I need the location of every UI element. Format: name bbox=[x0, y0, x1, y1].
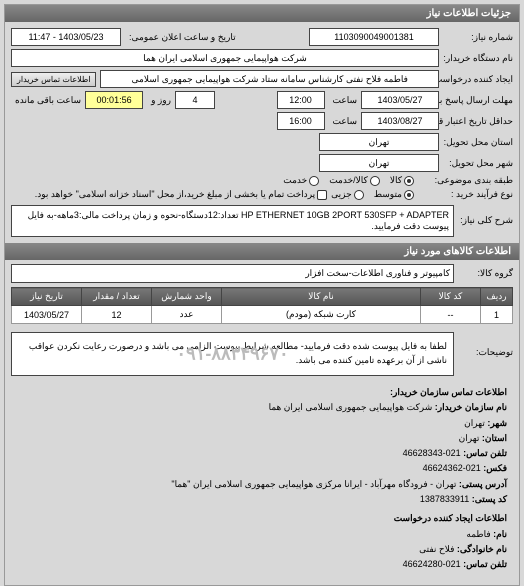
contact-postal-addr: تهران - فرودگاه مهرآباد - ایرانا مرکزی ه… bbox=[171, 479, 456, 489]
radio-motavassat[interactable]: متوسط bbox=[374, 189, 414, 200]
contact-city: تهران bbox=[464, 418, 485, 428]
th-qty: تعداد / مقدار bbox=[82, 288, 152, 306]
notes-box: لطفا به فایل پیوست شده دقت فرمایید- مطال… bbox=[11, 332, 454, 376]
buyer-org-value: شرکت هواپیمایی جمهوری اسلامی ایران هما bbox=[11, 49, 439, 67]
panel-title: جزئیات اطلاعات نیاز bbox=[5, 5, 519, 22]
group-label: گروه کالا: bbox=[458, 268, 513, 279]
creator-family-label: نام خانوادگی: bbox=[457, 544, 507, 554]
contact-org: شرکت هواپیمایی جمهوری اسلامی ایران هما bbox=[269, 402, 433, 412]
process-note: پرداخت تمام یا بخشی از مبلغ خرید،از محل … bbox=[35, 189, 315, 200]
table-row[interactable]: 1 -- کارت شبکه (مودم) عدد 12 1403/05/27 bbox=[12, 306, 513, 324]
th-code: کد کالا bbox=[421, 288, 481, 306]
days-value: 4 bbox=[175, 91, 215, 109]
announce-label: تاریخ و ساعت اعلان عمومی: bbox=[125, 32, 305, 43]
contact-info-button[interactable]: اطلاعات تماس خریدار bbox=[11, 72, 96, 87]
radio-khadamat-label: خدمت bbox=[283, 175, 307, 186]
td-row: 1 bbox=[481, 306, 513, 324]
contact-fax-label: فکس: bbox=[483, 463, 507, 473]
form-area: شماره نیاز: 1103090049001381 تاریخ و ساع… bbox=[5, 22, 519, 585]
checkbox-treasury[interactable]: پرداخت تمام یا بخشی از مبلغ خرید،از محل … bbox=[35, 189, 327, 200]
goods-section-header: اطلاعات کالاهای مورد نیاز bbox=[5, 243, 519, 260]
td-unit: عدد bbox=[152, 306, 222, 324]
th-row: ردیف bbox=[481, 288, 513, 306]
remain-label: ساعت باقی مانده bbox=[11, 95, 81, 106]
contact-phone-label: تلفن تماس: bbox=[463, 448, 507, 458]
buyer-org-label: نام دستگاه خریدار: bbox=[443, 53, 513, 64]
creator-phone-label: تلفن تماس: bbox=[463, 559, 507, 569]
notes-text: لطفا به فایل پیوست شده دقت فرمایید- مطال… bbox=[29, 341, 447, 365]
need-no-label: شماره نیاز: bbox=[443, 32, 513, 43]
delivery-city-label: شهر محل تحویل: bbox=[443, 158, 513, 169]
price-validity-label: حداقل تاریخ اعتبار قیمت: تا تاریخ: bbox=[443, 116, 513, 127]
requester-label: ایجاد کننده درخواست: bbox=[443, 74, 513, 85]
creator-name-label: نام: bbox=[493, 529, 507, 539]
send-time-label: ساعت bbox=[329, 95, 358, 106]
td-code: -- bbox=[421, 306, 481, 324]
announce-value: 1403/05/23 - 11:47 bbox=[11, 28, 121, 46]
process-type-group: متوسط جزیی bbox=[331, 189, 414, 200]
requester-value: فاطمه فلاح نفتی کارشناس سامانه ستاد شرکت… bbox=[100, 70, 439, 88]
radio-jozee-label: جزیی bbox=[331, 189, 352, 200]
contact-block: اطلاعات تماس سازمان خریدار: نام سازمان خ… bbox=[11, 379, 513, 579]
contact-org-label: نام سازمان خریدار: bbox=[435, 402, 507, 412]
creator-phone: 021-46624280 bbox=[403, 559, 461, 569]
main-panel: جزئیات اطلاعات نیاز شماره نیاز: 11030900… bbox=[4, 4, 520, 586]
price-date-value: 1403/08/27 bbox=[361, 112, 439, 130]
delivery-state-label: استان محل تحویل: bbox=[443, 137, 513, 148]
th-unit: واحد شمارش bbox=[152, 288, 222, 306]
radio-jozee[interactable]: جزیی bbox=[331, 189, 364, 200]
process-type-label: نوع فرآیند خرید : bbox=[418, 189, 513, 200]
th-name: نام کالا bbox=[222, 288, 421, 306]
td-qty: 12 bbox=[82, 306, 152, 324]
radio-kala-label: کالا bbox=[390, 175, 402, 186]
send-date-value: 1403/05/27 bbox=[361, 91, 439, 109]
contact-header: اطلاعات تماس سازمان خریدار: bbox=[390, 387, 507, 397]
price-time-value: 16:00 bbox=[277, 112, 325, 130]
radio-kala-khadamat-label: کالا/خدمت bbox=[329, 175, 368, 186]
group-value: کامپیوتر و فناوری اطلاعات-سخت افزار bbox=[11, 264, 454, 283]
delivery-state-value: تهران bbox=[319, 133, 439, 151]
subject-type-label: طبقه بندی موضوعی: bbox=[418, 175, 513, 186]
send-deadline-label: مهلت ارسال پاسخ به تا تاریخ: bbox=[443, 95, 513, 106]
main-desc-value: HP ETHERNET 10GB 2PORT 530SFP + ADAPTER … bbox=[11, 205, 454, 237]
contact-phone: 021-46628343 bbox=[403, 448, 461, 458]
contact-postal-code-label: کد پستی: bbox=[472, 494, 507, 504]
need-no-value: 1103090049001381 bbox=[309, 28, 439, 46]
contact-postal-addr-label: آدرس پستی: bbox=[459, 479, 507, 489]
td-date: 1403/05/27 bbox=[12, 306, 82, 324]
price-time-label: ساعت bbox=[329, 116, 358, 127]
send-time-value: 12:00 bbox=[277, 91, 325, 109]
subject-type-group: کالا کالا/خدمت خدمت bbox=[283, 175, 414, 186]
contact-postal-code: 1387833911 bbox=[420, 494, 469, 504]
th-date: تاریخ نیاز bbox=[12, 288, 82, 306]
contact-state: تهران bbox=[459, 433, 480, 443]
radio-khadamat[interactable]: خدمت bbox=[283, 175, 319, 186]
items-table: ردیف کد کالا نام کالا واحد شمارش تعداد /… bbox=[11, 287, 513, 324]
contact-city-label: شهر: bbox=[487, 418, 507, 428]
main-desc-label: شرح کلی نیاز: bbox=[458, 215, 513, 226]
notes-label: توضیحات: bbox=[458, 347, 513, 358]
delivery-city-value: تهران bbox=[319, 154, 439, 172]
radio-kala[interactable]: کالا bbox=[390, 175, 414, 186]
creator-name: فاطمه bbox=[466, 529, 490, 539]
creator-header: اطلاعات ایجاد کننده درخواست bbox=[394, 513, 507, 523]
contact-fax: 021-46624362 bbox=[423, 463, 481, 473]
countdown-value: 00:01:56 bbox=[85, 91, 143, 109]
radio-motavassat-label: متوسط bbox=[374, 189, 402, 200]
radio-kala-khadamat[interactable]: کالا/خدمت bbox=[329, 175, 380, 186]
creator-family: فلاح نفتی bbox=[419, 544, 454, 554]
contact-state-label: استان: bbox=[482, 433, 507, 443]
days-label: روز و bbox=[147, 95, 171, 106]
td-name: کارت شبکه (مودم) bbox=[222, 306, 421, 324]
